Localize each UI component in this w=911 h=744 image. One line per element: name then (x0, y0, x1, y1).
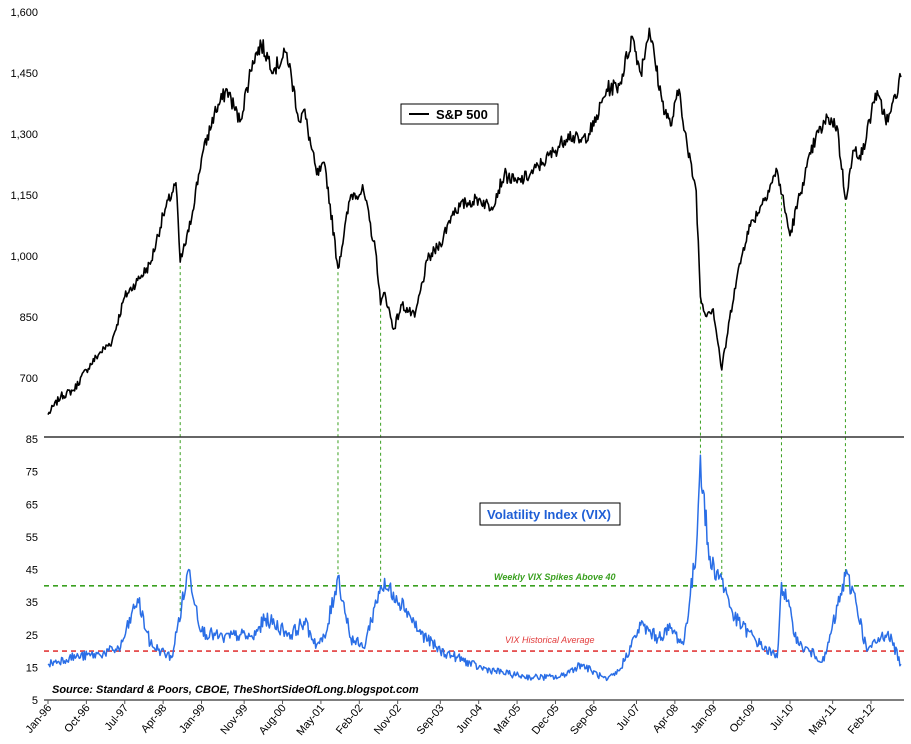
source-note: Source: Standard & Poors, CBOE, TheShort… (52, 684, 419, 696)
reference-lines (44, 585, 906, 652)
x-tick-label: Nov-02 (372, 702, 404, 737)
x-tick-label: Nov-99 (218, 702, 250, 737)
x-tick-label: Dec-05 (530, 702, 562, 737)
spike-threshold-label: Weekly VIX Spikes Above 40 (494, 572, 616, 582)
x-tick-label: Jul-10 (768, 702, 796, 733)
x-axis: Jan-96 Oct-96 Jul-97 Apr-98 Jan-99 Nov-99 Aug-… (23, 700, 877, 738)
vix-y-tick-label: 75 (26, 467, 38, 479)
historical-average-label: VIX Historical Average (505, 635, 595, 645)
x-tick-label: May-01 (294, 702, 327, 738)
x-tick-label: Sep-03 (415, 702, 447, 737)
x-tick-label: Jan-09 (689, 702, 720, 735)
sp500-y-axis: 700 850 1,000 1,150 1,300 1,450 1,600 (10, 7, 38, 385)
sp500-y-tick-label: 1,150 (10, 190, 38, 202)
vix-y-tick-label: 5 (32, 695, 38, 707)
x-tick-label: Jun-04 (454, 702, 485, 735)
x-tick-label: Jul-07 (614, 702, 642, 733)
sp500-y-tick-label: 1,300 (10, 129, 38, 141)
vix-legend: Volatility Index (VIX) (479, 502, 621, 526)
vix-y-tick-label: 15 (26, 662, 38, 674)
sp500-legend-label: S&P 500 (436, 107, 488, 122)
sp500-line (47, 27, 902, 415)
vix-y-axis: 5 15 25 35 45 55 65 75 85 (26, 434, 38, 707)
x-tick-label: Aug-00 (257, 702, 289, 737)
vix-y-tick-label: 45 (26, 565, 38, 577)
vix-y-tick-label: 25 (26, 630, 38, 642)
x-tick-label: Sep-06 (568, 702, 600, 737)
sp500-y-tick-label: 850 (20, 312, 38, 324)
x-tick-label: Jul-97 (103, 702, 131, 733)
x-tick-label: Mar-05 (492, 702, 524, 736)
sp500-legend: S&P 500 (400, 103, 499, 125)
series-lines (47, 27, 902, 682)
sp500-y-tick-label: 700 (20, 373, 38, 385)
sp500-y-tick-label: 1,000 (10, 251, 38, 263)
vix-line (47, 454, 902, 682)
vix-legend-label: Volatility Index (VIX) (487, 507, 611, 522)
x-tick-label: Jan-99 (177, 702, 208, 735)
x-tick-label: Jan-96 (23, 702, 54, 735)
vix-y-tick-label: 65 (26, 499, 38, 511)
x-tick-label: Feb-02 (334, 702, 366, 736)
x-tick-label: May-11 (807, 702, 839, 737)
x-tick-label: Oct-96 (62, 702, 92, 735)
vix-y-tick-label: 35 (26, 597, 38, 609)
vix-y-tick-label: 55 (26, 532, 38, 544)
x-tick-label: Apr-98 (139, 702, 169, 735)
vix-y-tick-label: 85 (26, 434, 38, 446)
sp500-y-tick-label: 1,600 (10, 7, 38, 19)
x-tick-label: Apr-08 (651, 702, 681, 735)
sp500-y-tick-label: 1,450 (10, 68, 38, 80)
x-tick-label: Feb-12 (846, 702, 878, 736)
spike-connectors (179, 196, 846, 612)
x-tick-label: Oct-09 (727, 702, 757, 735)
